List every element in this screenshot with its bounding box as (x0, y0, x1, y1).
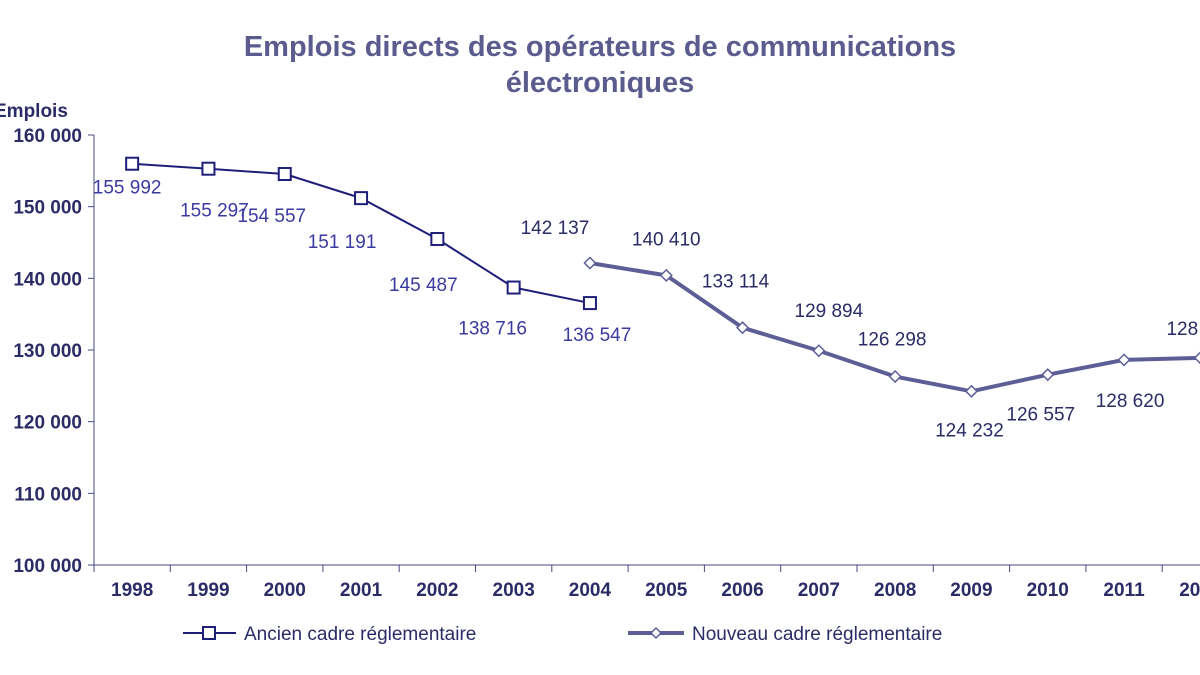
data-point-diamond (812, 344, 826, 358)
x-tick-label: 2011 (1103, 580, 1145, 601)
legend-marker-diamond (649, 626, 663, 640)
data-label: 155 297 (180, 201, 249, 222)
data-label: 154 557 (237, 206, 306, 227)
data-point-diamond (659, 268, 673, 282)
x-tick-label: 2010 (1027, 580, 1069, 601)
legend-label-nouveau: Nouveau cadre réglementaire (692, 624, 942, 645)
data-point-diamond (1117, 353, 1131, 367)
data-point-square (354, 191, 369, 206)
x-tick-label: 2009 (950, 580, 992, 601)
data-point-diamond (1193, 351, 1200, 365)
x-tick-label: 1998 (111, 580, 153, 601)
x-tick-label: 2004 (569, 580, 612, 601)
data-label: 133 114 (702, 272, 770, 293)
data-point-square (201, 161, 216, 176)
y-axis: 100 000 110 000 120 000 130 000 140 000 150 0… (13, 126, 95, 577)
y-tick-label: 150 000 (13, 198, 82, 219)
data-point-diamond (1041, 368, 1055, 382)
data-label: 140 410 (632, 229, 701, 250)
data-label: 138 716 (458, 319, 527, 340)
data-label: 151 191 (308, 232, 377, 253)
x-tick-label: 2003 (493, 580, 535, 601)
data-label: 142 137 (521, 218, 590, 239)
x-tick-label: 2000 (264, 580, 306, 601)
data-label: 145 487 (389, 275, 458, 296)
data-label: 136 547 (563, 325, 632, 346)
x-tick-label: 2005 (645, 580, 688, 601)
chart-title-line2: électroniques (506, 67, 695, 99)
y-tick-label: 140 000 (13, 269, 82, 290)
data-point-square (125, 156, 140, 171)
legend: Ancien cadre réglementaire Nouveau cadre … (183, 624, 942, 645)
series-2: 142 137 140 410 133 114 129 894 126 298 124 2… (521, 218, 1200, 441)
y-tick-label: 160 000 (13, 126, 82, 147)
y-axis-label: Emplois (0, 101, 68, 122)
data-label: 129 894 (795, 301, 864, 322)
y-tick-label: 120 000 (13, 413, 82, 434)
data-point-diamond (888, 369, 902, 384)
data-point-square (430, 232, 445, 247)
legend-marker-square (202, 626, 216, 640)
data-point-square (277, 167, 292, 182)
x-axis: 1998 1999 2000 2001 2002 2003 2004 2005 2006 2007… (93, 564, 1200, 601)
data-label: 128 (1166, 319, 1198, 340)
legend-label-ancien: Ancien cadre réglementaire (244, 624, 476, 645)
y-tick-label: 110 000 (14, 484, 82, 505)
x-tick-label: 1999 (187, 580, 229, 601)
data-point-square (582, 296, 597, 311)
data-label: 126 557 (1006, 405, 1075, 426)
data-point-square (506, 280, 521, 295)
x-tick-label: 2006 (721, 580, 763, 601)
data-point-diamond (964, 384, 979, 398)
chart-title-line1: Emplois directs des opérateurs de commun… (244, 31, 956, 63)
data-label: 126 298 (858, 330, 927, 351)
x-tick-label: 2002 (416, 580, 458, 601)
data-label: 155 992 (93, 178, 162, 199)
data-point-diamond (735, 321, 750, 335)
data-label: 124 232 (935, 420, 1004, 441)
y-tick-label: 130 000 (13, 341, 82, 362)
data-point-diamond (583, 256, 597, 270)
data-label: 128 620 (1096, 391, 1165, 412)
x-tick-label: 2001 (340, 580, 383, 601)
x-tick-label: 2008 (874, 580, 916, 601)
y-tick-label: 100 000 (13, 556, 82, 577)
x-tick-label: 2007 (798, 580, 840, 601)
